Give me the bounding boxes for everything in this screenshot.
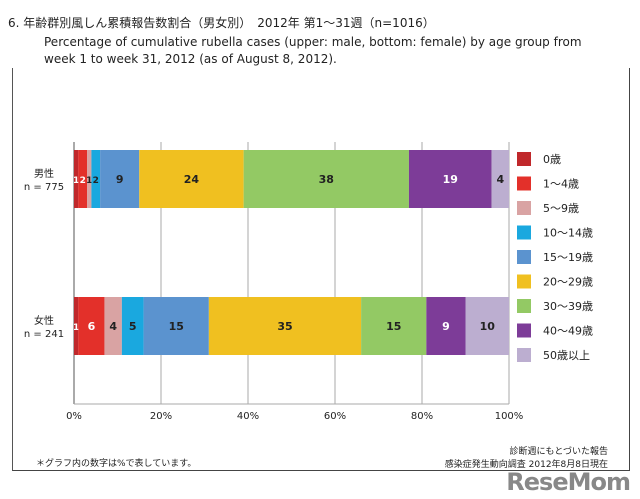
bar-segment: [78, 150, 88, 208]
data-label: 15: [386, 320, 401, 333]
bar-segment: [78, 297, 105, 355]
x-tick-label: 40%: [237, 411, 259, 422]
legend-label: 15〜19歳: [543, 251, 593, 264]
x-tick-label: 100%: [495, 411, 524, 422]
chart-title-en: Percentage of cumulative rubella cases (…: [44, 35, 582, 66]
data-label: 2: [80, 176, 86, 186]
legend-label: 0歳: [543, 153, 561, 166]
legend-swatch: [517, 225, 531, 240]
data-label: 15: [169, 320, 184, 333]
bar-segment: [408, 150, 492, 208]
category-label: n = 775: [24, 182, 64, 193]
legend-label: 30〜39歳: [543, 300, 593, 313]
legend-swatch: [517, 152, 531, 166]
data-label: 1: [73, 176, 79, 186]
bar-segment: [139, 150, 244, 208]
legend-label: 1〜4歳: [543, 178, 579, 191]
bar-segment: [91, 150, 101, 208]
data-label: 38: [319, 173, 334, 186]
bar-segment: [426, 297, 466, 355]
source-line-2: 感染症発生動向調査 2012年8月8日現在: [444, 460, 608, 470]
data-label: 19: [443, 173, 458, 186]
data-label: 2: [93, 176, 99, 186]
data-label: 1: [73, 323, 79, 333]
chart-title-jp: 6. 年齢群別風しん累積報告数割合（男女別） 2012年 第1〜31週（n=10…: [8, 16, 435, 30]
x-tick-label: 0%: [66, 411, 82, 422]
bar-segment: [243, 150, 409, 208]
legend-swatch: [517, 250, 531, 264]
category-label: 男性: [34, 167, 54, 180]
source-line-1: 診断週にもとづいた報告: [509, 447, 608, 457]
legend-swatch: [517, 348, 531, 362]
bar-segment: [208, 297, 362, 355]
category-label: 女性: [34, 314, 54, 327]
legend-swatch: [517, 299, 531, 313]
category-label: n = 241: [24, 329, 64, 340]
source-note: 診断週にもとづいた報告 感染症発生動向調査 2012年8月8日現在: [445, 446, 608, 472]
data-label: 5: [129, 320, 137, 333]
bar-segment: [74, 150, 79, 208]
data-label: 35: [277, 320, 292, 333]
data-label: 4: [109, 320, 117, 333]
data-label: 6: [88, 320, 96, 333]
legend-swatch: [517, 176, 531, 191]
bar-segment: [100, 150, 140, 208]
legend-label: 5〜9歳: [543, 202, 579, 215]
bar-segment: [87, 150, 92, 208]
chart-frame: [12, 68, 630, 471]
legend-label: 50歳以上: [543, 349, 590, 362]
data-label: 10: [480, 320, 496, 333]
bar-segment: [74, 297, 79, 355]
bar-segment: [491, 150, 509, 208]
x-tick-label: 20%: [150, 411, 172, 422]
data-label: 4: [496, 173, 504, 186]
data-label: 24: [184, 173, 200, 186]
x-tick-label: 60%: [324, 411, 346, 422]
bar-segment: [465, 297, 509, 355]
data-label: 9: [442, 320, 450, 333]
x-tick-label: 80%: [411, 411, 433, 422]
bar-segment: [104, 297, 122, 355]
legend-swatch: [517, 274, 531, 289]
legend-swatch: [517, 323, 531, 338]
bar-segment: [361, 297, 427, 355]
footnote: ＊グラフ内の数字は%で表しています。: [36, 459, 197, 469]
bar-segment: [143, 297, 209, 355]
data-label: 9: [116, 173, 124, 186]
data-label: 1: [86, 176, 92, 186]
watermark-logo: ReseMom: [506, 468, 631, 496]
legend-swatch: [517, 201, 531, 215]
legend-label: 10〜14歳: [543, 227, 593, 240]
legend-label: 20〜29歳: [543, 276, 593, 289]
bar-segment: [121, 297, 144, 355]
legend-label: 40〜49歳: [543, 325, 593, 338]
